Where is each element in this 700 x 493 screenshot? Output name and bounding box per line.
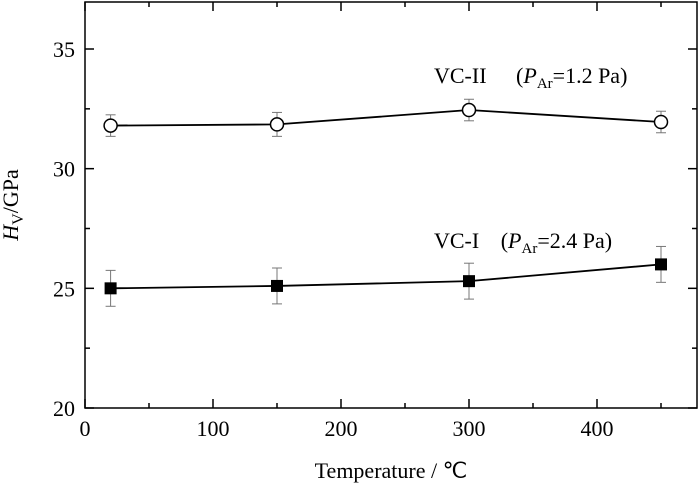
x-axis-title: Temperature / ℃ bbox=[315, 458, 468, 483]
data-point bbox=[269, 117, 285, 132]
y-axis-title: HV/GPa bbox=[0, 169, 27, 242]
series-layer bbox=[103, 98, 669, 307]
axis-ticks bbox=[84, 2, 697, 409]
series-label-vc-i: VC-I (PAr=2.4 Pa) bbox=[434, 228, 612, 257]
data-point bbox=[104, 282, 117, 295]
series-vc-ii bbox=[103, 98, 669, 137]
data-point bbox=[463, 275, 475, 288]
series-line bbox=[110, 109, 662, 127]
data-point bbox=[653, 114, 669, 130]
series-label-vc-ii: VC-II (PAr=1.2 Pa) bbox=[434, 63, 627, 92]
data-point bbox=[655, 258, 667, 271]
x-tick-label: 200 bbox=[325, 416, 358, 441]
y-tick-label: 20 bbox=[53, 396, 75, 421]
y-tick-label: 25 bbox=[53, 276, 75, 301]
data-point bbox=[271, 279, 283, 292]
y-tick-labels: 20 25 30 35 bbox=[53, 37, 75, 421]
data-point bbox=[461, 102, 477, 118]
x-tick-label: 300 bbox=[453, 416, 486, 441]
x-tick-label: 0 bbox=[80, 416, 91, 441]
y-tick-label: 30 bbox=[53, 157, 75, 182]
x-tick-label: 100 bbox=[197, 416, 230, 441]
plot-frame bbox=[84, 1, 698, 409]
series-line bbox=[110, 263, 662, 290]
y-tick-label: 35 bbox=[53, 37, 75, 62]
x-tick-labels: 0 100 200 300 400 bbox=[80, 416, 614, 441]
series-vc-i bbox=[104, 245, 667, 307]
x-tick-label: 400 bbox=[581, 416, 614, 441]
data-point bbox=[103, 118, 118, 133]
